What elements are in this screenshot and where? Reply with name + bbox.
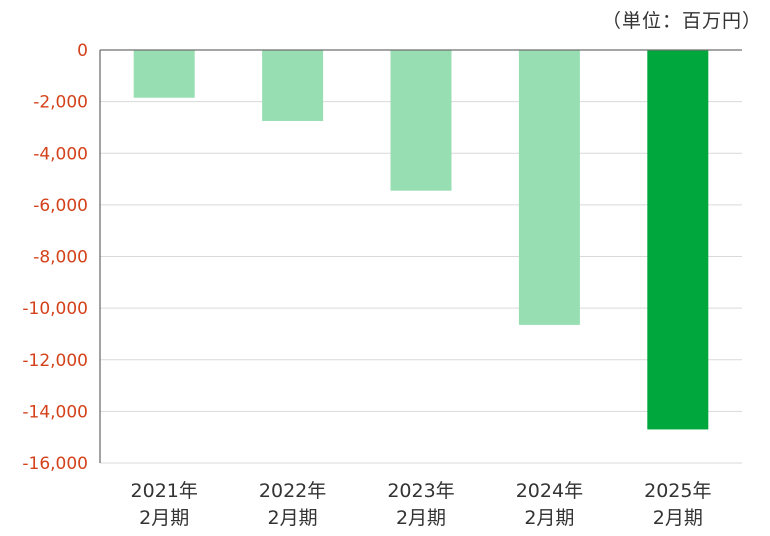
x-category-label: 2021年 2月期 — [131, 480, 198, 529]
bar-2 — [262, 50, 324, 121]
bar-layer — [133, 50, 709, 430]
x-category-label: 2024年 2月期 — [516, 480, 583, 529]
y-tick-label: -14,000 — [22, 402, 88, 422]
unit-note: （単位：百万円） — [601, 10, 762, 32]
y-tick-label: -4,000 — [33, 144, 88, 164]
bar-5 — [647, 50, 709, 430]
x-category-label: 2022年 2月期 — [259, 480, 326, 529]
y-tick-label: -8,000 — [33, 248, 88, 268]
x-category-label: 2023年 2月期 — [387, 480, 454, 529]
axis-layer — [99, 49, 742, 463]
y-tick-label: -16,000 — [22, 454, 88, 474]
y-tick-label: -12,000 — [22, 351, 88, 371]
y-tick-label: -10,000 — [22, 299, 88, 319]
y-tick-label: 0 — [77, 41, 88, 61]
x-category-label: 2025年 2月期 — [644, 480, 711, 529]
label-layer: 0 -2,000 -4,000 -6,000 -8,000 -10,000 -12,000 -… — [22, 41, 711, 529]
y-tick-label: -2,000 — [33, 93, 88, 113]
bar-3 — [390, 50, 452, 191]
bar-4 — [518, 50, 580, 325]
y-tick-label: -6,000 — [33, 196, 88, 216]
bar-1 — [133, 50, 195, 98]
